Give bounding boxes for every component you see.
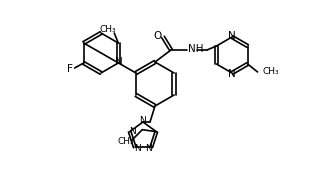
Text: CH₃: CH₃ bbox=[117, 137, 134, 146]
Text: N: N bbox=[134, 144, 141, 153]
Text: F: F bbox=[67, 64, 73, 74]
Text: N: N bbox=[145, 144, 151, 153]
Text: N: N bbox=[129, 127, 136, 136]
Text: N: N bbox=[228, 31, 236, 41]
Text: N: N bbox=[115, 57, 123, 67]
Text: CH₃: CH₃ bbox=[100, 25, 116, 33]
Text: N: N bbox=[228, 69, 236, 79]
Text: O: O bbox=[154, 31, 162, 41]
Text: N: N bbox=[140, 116, 147, 125]
Text: NH: NH bbox=[188, 44, 204, 54]
Text: CH₃: CH₃ bbox=[263, 68, 279, 76]
